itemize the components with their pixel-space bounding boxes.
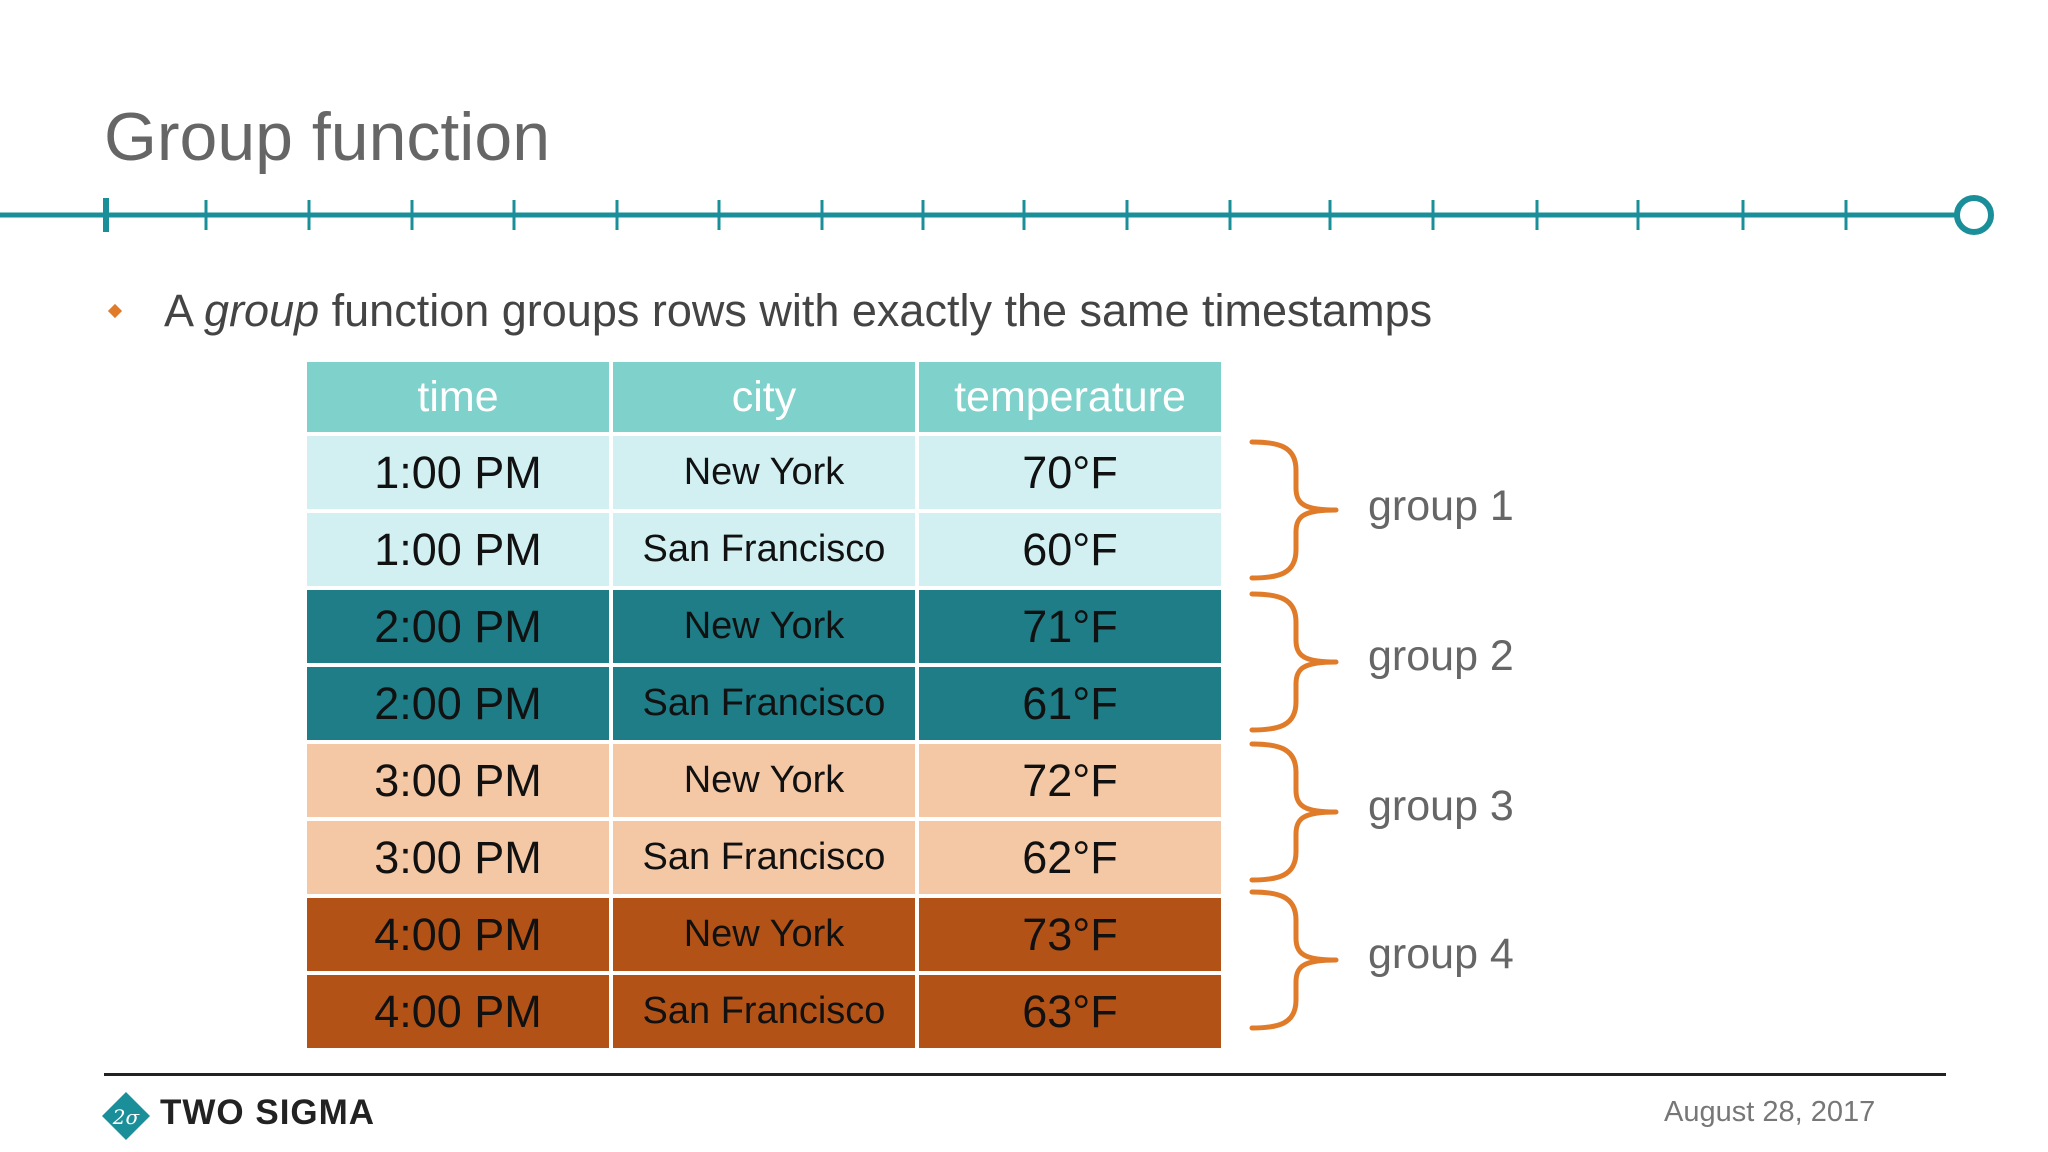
cell-time: 1:00 PM — [307, 436, 609, 509]
group-label-2: group 2 — [1368, 632, 1514, 680]
bullet-text: A group function groups rows with exactl… — [164, 285, 1432, 337]
data-table: time city temperature 1:00 PM New York 7… — [307, 362, 1221, 1048]
cell-city: New York — [613, 744, 915, 817]
cell-city: New York — [613, 590, 915, 663]
two-sigma-logo-icon: 2σ — [102, 1092, 150, 1140]
bullet-text-prefix: A — [164, 285, 205, 336]
cell-time: 2:00 PM — [307, 590, 609, 663]
group-label-4: group 4 — [1368, 930, 1514, 978]
group-label-3: group 3 — [1368, 782, 1514, 830]
slide-date: August 28, 2017 — [1664, 1096, 1876, 1128]
cell-temperature: 71°F — [919, 590, 1221, 663]
cell-temperature: 63°F — [919, 975, 1221, 1048]
timeline-divider — [0, 195, 1994, 235]
cell-temperature: 73°F — [919, 898, 1221, 971]
group-label-1: group 1 — [1368, 482, 1514, 530]
group-brace-2 — [1249, 591, 1339, 733]
cell-city: San Francisco — [613, 821, 915, 894]
column-header-time: time — [307, 362, 609, 432]
cell-time: 3:00 PM — [307, 744, 609, 817]
slide-title: Group function — [104, 99, 551, 175]
cell-time: 1:00 PM — [307, 513, 609, 586]
group-brace-1 — [1249, 439, 1339, 581]
cell-time: 2:00 PM — [307, 667, 609, 740]
logo-symbol: 2σ — [112, 1105, 141, 1129]
cell-temperature: 62°F — [919, 821, 1221, 894]
cell-city: New York — [613, 436, 915, 509]
column-header-temperature: temperature — [919, 362, 1221, 432]
cell-city: San Francisco — [613, 975, 915, 1048]
cell-city: San Francisco — [613, 667, 915, 740]
bullet-point: A group function groups rows with exactl… — [104, 284, 1432, 338]
company-logo-text: TWO SIGMA — [160, 1093, 376, 1132]
bullet-text-emphasis: group — [204, 285, 320, 336]
cell-temperature: 61°F — [919, 667, 1221, 740]
footer-divider — [104, 1073, 1946, 1076]
group-brace-3 — [1249, 741, 1339, 883]
group-braces — [1249, 439, 1339, 1031]
group-brace-4 — [1249, 889, 1339, 1031]
bullet-text-suffix: function groups rows with exactly the sa… — [319, 285, 1433, 336]
cell-temperature: 60°F — [919, 513, 1221, 586]
cell-time: 4:00 PM — [307, 975, 609, 1048]
cell-time: 4:00 PM — [307, 898, 609, 971]
cell-temperature: 72°F — [919, 744, 1221, 817]
cell-temperature: 70°F — [919, 436, 1221, 509]
cell-time: 3:00 PM — [307, 821, 609, 894]
diamond-bullet-icon — [107, 303, 123, 319]
cell-city: San Francisco — [613, 513, 915, 586]
column-header-city: city — [613, 362, 915, 432]
cell-city: New York — [613, 898, 915, 971]
